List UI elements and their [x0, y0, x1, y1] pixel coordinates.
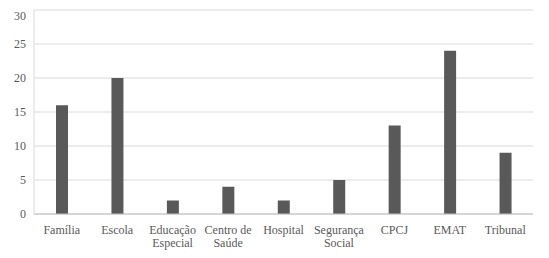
- svg-text:EMAT: EMAT: [433, 223, 466, 237]
- svg-text:20: 20: [14, 71, 26, 85]
- svg-text:Hospital: Hospital: [263, 223, 304, 237]
- svg-text:25: 25: [14, 37, 26, 51]
- svg-text:30: 30: [14, 9, 26, 23]
- svg-text:Centro deSaúde: Centro deSaúde: [205, 223, 252, 250]
- svg-text:10: 10: [14, 139, 26, 153]
- svg-text:Escola: Escola: [101, 223, 134, 237]
- svg-text:15: 15: [14, 105, 26, 119]
- svg-text:Família: Família: [43, 223, 80, 237]
- svg-text:CPCJ: CPCJ: [381, 223, 409, 237]
- svg-text:EducaçãoEspecial: EducaçãoEspecial: [149, 223, 196, 250]
- svg-text:Tribunal: Tribunal: [485, 223, 527, 237]
- svg-text:5: 5: [20, 173, 26, 187]
- svg-text:SegurançaSocial: SegurançaSocial: [314, 223, 365, 250]
- svg-text:0: 0: [20, 207, 26, 221]
